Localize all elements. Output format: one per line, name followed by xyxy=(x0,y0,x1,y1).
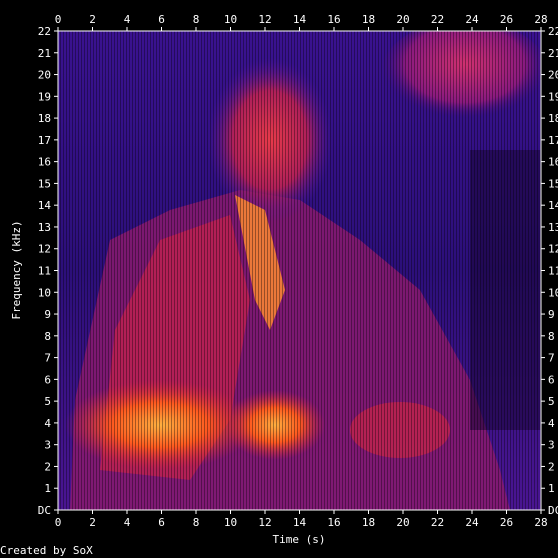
x-tick-label-top: 6 xyxy=(158,13,165,26)
y-tick-label-right: 4 xyxy=(548,417,555,430)
y-tick-label-right: 14 xyxy=(548,199,558,212)
y-tick-label-left: 3 xyxy=(44,439,51,452)
y-tick-label-right: 18 xyxy=(548,112,558,125)
y-tick-label-left: 15 xyxy=(38,177,51,190)
y-tick-label-left: DC xyxy=(38,504,51,517)
y-tick-label-left: 1 xyxy=(44,482,51,495)
x-tick-label-top: 12 xyxy=(258,13,271,26)
x-tick-label-top: 24 xyxy=(465,13,479,26)
y-tick-label-left: 2 xyxy=(44,460,51,473)
x-tick-label-bottom: 0 xyxy=(55,516,62,529)
x-tick-label-top: 8 xyxy=(193,13,200,26)
y-tick-label-right: 3 xyxy=(548,439,555,452)
y-tick-label-left: 13 xyxy=(38,221,51,234)
x-axis: 0022446688101012121414161618182020222224… xyxy=(55,13,548,529)
x-tick-label-bottom: 12 xyxy=(258,516,271,529)
y-tick-label-left: 8 xyxy=(44,330,51,343)
y-tick-label-left: 17 xyxy=(38,134,51,147)
y-tick-label-right: 15 xyxy=(548,177,558,190)
y-tick-label-left: 19 xyxy=(38,90,51,103)
x-tick-label-top: 28 xyxy=(534,13,547,26)
x-tick-label-top: 0 xyxy=(55,13,62,26)
y-tick-label-left: 12 xyxy=(38,243,51,256)
x-tick-label-top: 16 xyxy=(327,13,340,26)
y-tick-label-left: 5 xyxy=(44,395,51,408)
y-tick-label-right: 9 xyxy=(548,308,555,321)
x-tick-label-bottom: 22 xyxy=(431,516,444,529)
y-tick-label-right: 5 xyxy=(548,395,555,408)
y-tick-label-right: 20 xyxy=(548,69,558,82)
y-tick-label-left: 14 xyxy=(38,199,52,212)
credit-text: Created by SoX xyxy=(0,544,93,557)
x-tick-label-bottom: 14 xyxy=(293,516,307,529)
y-tick-label-right: 2 xyxy=(548,460,555,473)
x-tick-label-bottom: 16 xyxy=(327,516,340,529)
y-tick-label-left: 9 xyxy=(44,308,51,321)
x-tick-label-bottom: 6 xyxy=(158,516,165,529)
x-tick-label-bottom: 24 xyxy=(465,516,479,529)
spectrogram-stripes xyxy=(58,31,541,510)
x-tick-label-top: 20 xyxy=(396,13,409,26)
y-axis-title: Frequency (kHz) xyxy=(10,220,23,319)
x-tick-label-top: 10 xyxy=(224,13,237,26)
x-tick-label-bottom: 28 xyxy=(534,516,547,529)
y-tick-label-right: 21 xyxy=(548,47,558,60)
x-tick-label-top: 2 xyxy=(89,13,96,26)
y-tick-label-right: 1 xyxy=(548,482,555,495)
y-tick-label-left: 22 xyxy=(38,25,51,38)
y-tick-label-left: 6 xyxy=(44,373,51,386)
y-tick-label-left: 4 xyxy=(44,417,51,430)
y-tick-label-right: 16 xyxy=(548,156,558,169)
x-tick-label-top: 14 xyxy=(293,13,307,26)
y-tick-label-left: 10 xyxy=(38,286,51,299)
y-tick-label-right: 8 xyxy=(548,330,555,343)
x-axis-title: Time (s) xyxy=(273,533,326,546)
y-tick-label-right: 10 xyxy=(548,286,558,299)
x-tick-label-top: 22 xyxy=(431,13,444,26)
x-tick-label-top: 26 xyxy=(500,13,513,26)
spectrogram-plot xyxy=(58,31,541,510)
y-tick-label-left: 18 xyxy=(38,112,51,125)
y-tick-label-left: 21 xyxy=(38,47,51,60)
y-tick-label-right: 17 xyxy=(548,134,558,147)
y-tick-label-right: 22 xyxy=(548,25,558,38)
x-tick-label-top: 4 xyxy=(124,13,131,26)
x-tick-label-bottom: 10 xyxy=(224,516,237,529)
y-tick-label-left: 11 xyxy=(38,265,51,278)
x-tick-label-bottom: 2 xyxy=(89,516,96,529)
x-tick-label-top: 18 xyxy=(362,13,375,26)
x-tick-label-bottom: 8 xyxy=(193,516,200,529)
y-tick-label-left: 7 xyxy=(44,352,51,365)
x-tick-label-bottom: 20 xyxy=(396,516,409,529)
y-tick-label-left: 16 xyxy=(38,156,51,169)
y-tick-label-right: 11 xyxy=(548,265,558,278)
y-tick-label-right: 19 xyxy=(548,90,558,103)
y-tick-label-right: 6 xyxy=(548,373,555,386)
y-tick-label-right: DC xyxy=(548,504,558,517)
x-tick-label-bottom: 18 xyxy=(362,516,375,529)
y-tick-label-left: 20 xyxy=(38,69,51,82)
x-tick-label-bottom: 26 xyxy=(500,516,513,529)
x-tick-label-bottom: 4 xyxy=(124,516,131,529)
y-tick-label-right: 7 xyxy=(548,352,555,365)
y-tick-label-right: 12 xyxy=(548,243,558,256)
y-tick-label-right: 13 xyxy=(548,221,558,234)
